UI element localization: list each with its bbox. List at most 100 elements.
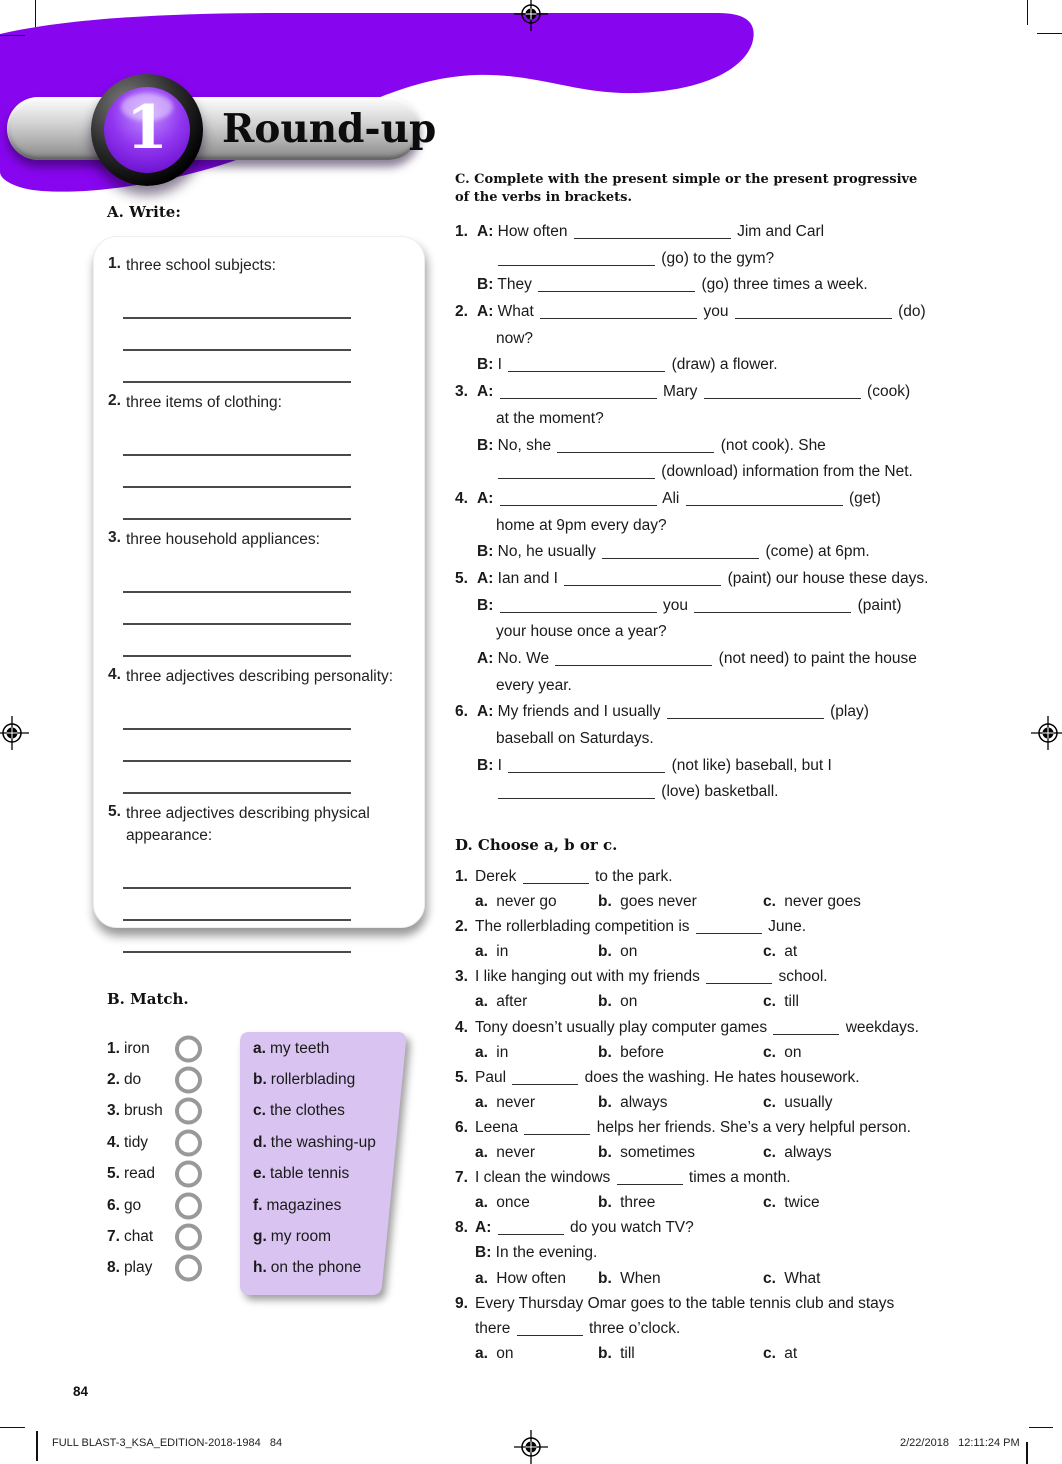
option-b[interactable]: b. goes never (598, 893, 697, 911)
match-option[interactable]: b. rollerblading (253, 1071, 356, 1089)
item-number: 4. (455, 1018, 468, 1036)
option-b[interactable]: b. sometimes (598, 1144, 696, 1162)
answer-line[interactable] (123, 762, 351, 794)
option-c[interactable]: c. twice (763, 1194, 820, 1212)
answer-line[interactable] (123, 921, 351, 953)
answer-line[interactable] (123, 319, 351, 351)
answer-blank[interactable] (499, 502, 657, 506)
answer-blank[interactable] (616, 1181, 683, 1186)
match-option[interactable]: g. my room (253, 1228, 332, 1246)
answer-line[interactable] (123, 561, 351, 593)
match-circle[interactable] (175, 1160, 202, 1188)
option-b[interactable]: b. always (598, 1093, 668, 1111)
write-prompt-label: 3. three household appliances: (108, 529, 424, 551)
option-a[interactable]: a. once (475, 1194, 530, 1212)
option-a[interactable]: a. on (475, 1344, 514, 1362)
option-c[interactable]: c. usually (763, 1093, 833, 1111)
answer-blank[interactable] (685, 502, 843, 506)
match-circle[interactable] (175, 1066, 202, 1094)
option-c[interactable]: c. never goes (763, 893, 861, 911)
answer-blank[interactable] (508, 769, 666, 773)
answer-blank[interactable] (498, 795, 655, 800)
answer-blank[interactable] (734, 315, 892, 320)
dialogue-line: at the moment? (496, 409, 604, 427)
answer-line[interactable] (123, 698, 351, 730)
item-number: 9. (455, 1294, 468, 1312)
answer-blank[interactable] (602, 555, 760, 560)
match-option[interactable]: d. the washing-up (253, 1133, 376, 1151)
answer-blank[interactable] (516, 1332, 583, 1336)
answer-blank[interactable] (524, 1131, 591, 1135)
match-option[interactable]: a. my teeth (253, 1039, 330, 1057)
option-a[interactable]: a. never (475, 1093, 536, 1111)
option-a[interactable]: a. after (475, 993, 528, 1011)
option-b[interactable]: b. three (598, 1194, 656, 1212)
answer-blank[interactable] (564, 582, 722, 586)
section-c-heading-line2: of the verbs in brackets. (455, 190, 632, 205)
answer-blank[interactable] (706, 980, 773, 985)
option-c[interactable]: c. at (763, 1344, 798, 1362)
answer-line[interactable] (123, 730, 351, 762)
option-a[interactable]: a. never (475, 1144, 536, 1162)
option-b[interactable]: b. on (598, 943, 638, 961)
option-a[interactable]: a. How often (475, 1269, 567, 1287)
answer-blank[interactable] (557, 449, 715, 453)
answer-blank[interactable] (573, 235, 731, 239)
write-prompt-label: 5. three adjectives describing physical ap… (108, 803, 424, 847)
option-a[interactable]: a. in (475, 1043, 509, 1061)
answer-blank[interactable] (540, 315, 698, 320)
option-c[interactable]: c. What (763, 1269, 821, 1287)
match-circle[interactable] (175, 1129, 202, 1157)
option-c[interactable]: c. on (763, 1043, 802, 1061)
answer-blank[interactable] (498, 475, 655, 480)
answer-line[interactable] (123, 593, 351, 625)
answer-blank[interactable] (508, 368, 666, 373)
answer-line[interactable] (123, 351, 351, 383)
answer-line[interactable] (123, 889, 351, 921)
match-option[interactable]: f. magazines (253, 1196, 342, 1214)
option-c[interactable]: c. till (763, 993, 799, 1011)
item-number: 6. (455, 703, 468, 721)
answer-line[interactable] (123, 424, 351, 456)
match-circle[interactable] (175, 1192, 202, 1220)
answer-line[interactable] (123, 625, 351, 657)
page-number: 84 (73, 1384, 89, 1399)
match-option[interactable]: c. the clothes (253, 1102, 345, 1120)
option-a[interactable]: a. never go (475, 893, 557, 911)
answer-line[interactable] (123, 488, 351, 520)
option-b[interactable]: b. before (598, 1043, 665, 1061)
option-b[interactable]: b. till (598, 1344, 635, 1362)
option-b[interactable]: b. on (598, 993, 638, 1011)
match-circle[interactable] (175, 1035, 202, 1063)
match-option[interactable]: h. on the phone (253, 1259, 362, 1277)
answer-blank[interactable] (555, 662, 713, 666)
match-circle[interactable] (175, 1097, 202, 1125)
option-c[interactable]: c. at (763, 943, 798, 961)
answer-blank[interactable] (666, 715, 824, 720)
choice-options-row: a. after b. on c. till (455, 989, 1055, 1014)
answer-blank[interactable] (695, 930, 762, 935)
answer-blank[interactable] (498, 262, 655, 266)
answer-line[interactable] (123, 857, 351, 889)
answer-blank[interactable] (497, 1231, 564, 1236)
answer-blank[interactable] (538, 288, 696, 293)
option-c[interactable]: c. always (763, 1144, 832, 1162)
answer-line[interactable] (123, 456, 351, 488)
answer-line[interactable] (123, 287, 351, 319)
option-a[interactable]: a. in (475, 943, 509, 961)
match-circle[interactable] (175, 1254, 202, 1282)
answer-blank[interactable] (499, 609, 657, 613)
answer-blank[interactable] (512, 1081, 579, 1085)
crop-mark (1037, 33, 1062, 35)
answer-blank[interactable] (773, 1031, 840, 1035)
choice-options-row: a. never b. always c. usually (455, 1090, 1055, 1115)
answer-lines (108, 287, 424, 383)
match-option[interactable]: e. table tennis (253, 1165, 350, 1183)
option-b[interactable]: b. When (598, 1269, 661, 1287)
answer-blank[interactable] (499, 395, 657, 400)
answer-blank[interactable] (694, 609, 852, 613)
answer-blank[interactable] (522, 880, 589, 884)
answer-blank[interactable] (703, 395, 861, 400)
item-number: 2. (108, 392, 121, 409)
match-circle[interactable] (175, 1223, 202, 1251)
